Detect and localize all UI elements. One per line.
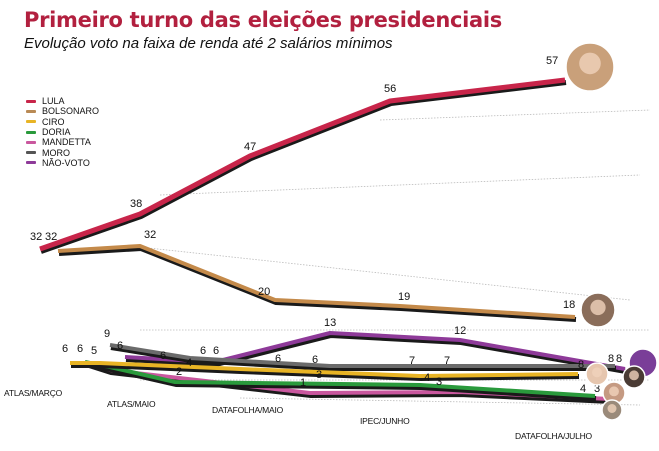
data-label-moro: 6 — [275, 353, 281, 365]
legend-label: CIRO — [42, 116, 65, 127]
x-tick-label: ATLAS/MAIO — [107, 399, 156, 409]
data-label-lula: 56 — [384, 83, 396, 95]
series-line-shadow-nao — [125, 333, 627, 374]
data-label-doria: 3 — [594, 383, 600, 395]
data-label-bolsonaro: 32 — [45, 231, 57, 243]
data-label-mandetta: 2 — [176, 366, 182, 378]
legend-swatch — [26, 161, 36, 165]
chart-subtitle: Evolução voto na faixa de renda até 2 sa… — [24, 35, 393, 52]
legend-item-moro: MORO — [26, 147, 99, 158]
data-label-ciro: 6 — [77, 343, 83, 355]
guide-line — [239, 397, 641, 406]
data-label-nao: 12 — [454, 325, 466, 337]
guide-line — [159, 174, 641, 196]
data-label-extra: 6 — [312, 354, 318, 366]
doria-photo-face — [609, 386, 619, 397]
series-line-shadow-moro — [110, 345, 616, 371]
series-line-lula — [39, 77, 566, 252]
bolsonaro-photo-face — [590, 299, 606, 316]
legend-swatch — [26, 151, 36, 155]
x-tick-label: ATLAS/MARÇO — [4, 388, 63, 398]
legend-item-mandetta: MANDETTA — [26, 137, 99, 147]
data-label-doria: 3 — [436, 376, 442, 388]
data-label-ciro: 6 — [62, 343, 68, 355]
data-label-lula: 32 — [30, 231, 42, 243]
legend-label: DORIA — [42, 127, 71, 138]
mandetta-photo-face — [607, 404, 617, 413]
data-label-moro: 7 — [409, 355, 415, 367]
legend-swatch — [26, 120, 36, 124]
guide-line — [379, 109, 651, 121]
data-label-nao: 8 — [608, 353, 614, 365]
data-label-extra: 8 — [616, 353, 622, 365]
legend-label: NÃO-VOTO — [42, 157, 90, 168]
data-label-ciro: 4 — [580, 383, 586, 395]
legend-label: MORO — [42, 147, 70, 158]
legend-swatch — [26, 140, 36, 144]
data-label-ciro: 4 — [424, 372, 430, 384]
data-label-extra: 7 — [444, 355, 450, 367]
data-label-lula: 47 — [244, 141, 256, 153]
data-label-bolsonaro: 32 — [144, 229, 156, 241]
legend-item-bolsonaro: BOLSONARO — [26, 106, 99, 116]
legend-label: MANDETTA — [42, 137, 91, 148]
legend: LULA BOLSONARO CIRO DORIA MANDETTA MORO … — [26, 96, 99, 168]
series-line-bolsonaro — [57, 244, 576, 319]
series-line-ciro — [70, 361, 579, 378]
data-label-lula: 38 — [130, 198, 142, 210]
data-label-moro: 8 — [578, 359, 584, 371]
series-line-moro — [109, 343, 615, 368]
data-label-doria: 1 — [300, 377, 306, 389]
data-label-nao: 6 — [160, 350, 166, 362]
data-label-moro: 6 — [117, 340, 123, 352]
legend-item-ciro: CIRO — [26, 117, 99, 127]
data-label-nao: 13 — [324, 317, 336, 329]
legend-item-nao-voto: NÃO-VOTO — [26, 158, 99, 168]
legend-swatch — [26, 130, 36, 134]
series-line-shadow-bolsonaro — [58, 246, 577, 322]
legend-item-doria: DORIA — [26, 127, 99, 137]
data-label-ciro: 3 — [316, 369, 322, 381]
ciro-photo-face — [592, 367, 602, 378]
chart-title: Primeiro turno das eleições presidenciai… — [24, 8, 502, 32]
x-tick-label: DATAFOLHA/MAIO — [212, 405, 284, 415]
data-label-bolsonaro: 20 — [258, 286, 270, 298]
data-label-extra: 6 — [213, 345, 219, 357]
data-label-extra: 6 — [200, 345, 206, 357]
legend-swatch — [26, 109, 36, 113]
series-line-shadow-ciro — [71, 363, 580, 381]
x-tick-label: IPEC/JUNHO — [360, 416, 410, 426]
legend-label: LULA — [42, 96, 65, 107]
legend-label: BOLSONARO — [42, 106, 100, 117]
series-line-shadow-lula — [40, 80, 567, 254]
data-label-extra: 4 — [186, 357, 192, 369]
data-label-moro: 9 — [104, 328, 110, 340]
legend-item-lula: LULA — [26, 96, 99, 106]
lula-photo-face — [579, 52, 601, 75]
data-label-doria: 5 — [91, 345, 97, 357]
data-label-bolsonaro: 19 — [398, 291, 410, 303]
x-tick-label: DATAFOLHA/JULHO — [515, 431, 593, 441]
legend-swatch — [26, 99, 36, 103]
moro-photo-face — [629, 370, 639, 381]
data-label-bolsonaro: 18 — [563, 299, 575, 311]
data-label-lula: 57 — [546, 55, 558, 67]
